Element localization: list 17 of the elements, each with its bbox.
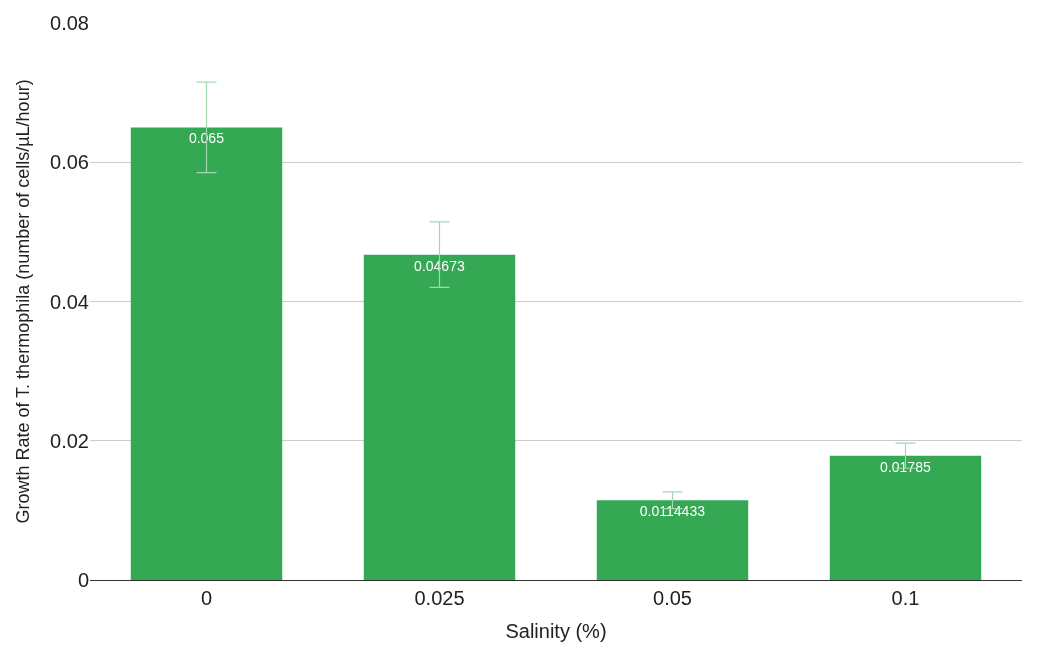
- x-tick-label: 0: [200, 587, 213, 609]
- bar: [596, 500, 749, 580]
- x-tick-label: 0.05: [653, 587, 692, 609]
- bar: [829, 455, 982, 580]
- x-tick-label: 0.025: [414, 587, 465, 609]
- bar: [363, 254, 516, 580]
- y-tick-label: 0.06: [50, 151, 89, 174]
- y-tick-label: 0: [77, 569, 89, 591]
- data-label: 0.01785: [880, 458, 931, 475]
- data-label: 0.0114433: [639, 503, 706, 520]
- bar: [130, 127, 283, 580]
- x-tick-label: 0.1: [891, 587, 920, 609]
- y-tick-label: 0.04: [50, 290, 89, 313]
- y-axis-title: Growth Rate of T. thermophila (number of cells/µL/hour): [13, 79, 34, 524]
- x-axis-title: Salinity (%): [505, 619, 607, 642]
- y-tick-label: 0.08: [50, 12, 89, 34]
- y-tick-label: 0.02: [50, 429, 89, 452]
